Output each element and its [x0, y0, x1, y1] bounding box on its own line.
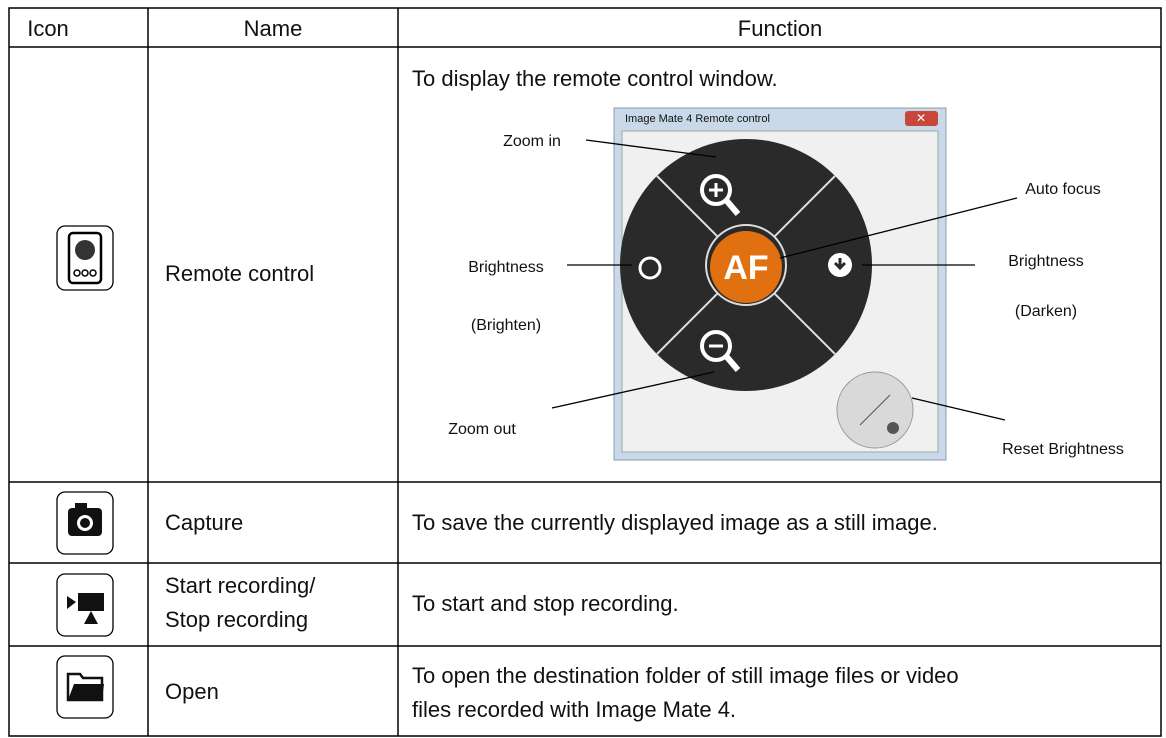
row-name: Capture [165, 510, 243, 535]
row-function: To display the remote control window. [412, 66, 778, 91]
header: Function [738, 16, 822, 41]
record-icon [56, 573, 114, 637]
remote-icon [56, 225, 114, 291]
row-function: To start and stop recording. [412, 591, 679, 616]
window-title: Image Mate 4 Remote control [625, 113, 770, 125]
callout: Reset Brightness [1002, 441, 1124, 458]
callout: (Brighten) [471, 317, 541, 334]
af-button[interactable]: AF [723, 249, 768, 287]
leader-lines [551, 139, 1018, 421]
capture-icon [56, 491, 114, 555]
header: Name [244, 16, 303, 41]
row-function: files recorded with Image Mate 4. [412, 697, 736, 722]
open-icon [56, 655, 114, 719]
row-name: Stop recording [165, 607, 308, 632]
callout: (Darken) [1015, 303, 1077, 320]
row-name: Remote control [165, 261, 314, 286]
row-function: To open the destination folder of still … [412, 663, 959, 688]
header: Icon [27, 16, 69, 41]
callout: Auto focus [1025, 181, 1101, 198]
callout: Brightness [468, 259, 544, 276]
svg-text:✕: ✕ [916, 111, 926, 125]
callout: Zoom out [448, 421, 516, 438]
callout: Brightness [1008, 253, 1084, 270]
row-name: Open [165, 679, 219, 704]
row-function: To save the currently displayed image as… [412, 510, 938, 535]
row-name: Start recording/ [165, 573, 316, 598]
table-grid [8, 7, 1162, 737]
remote-window: ✕ [613, 107, 947, 461]
callout: Zoom in [503, 133, 561, 150]
